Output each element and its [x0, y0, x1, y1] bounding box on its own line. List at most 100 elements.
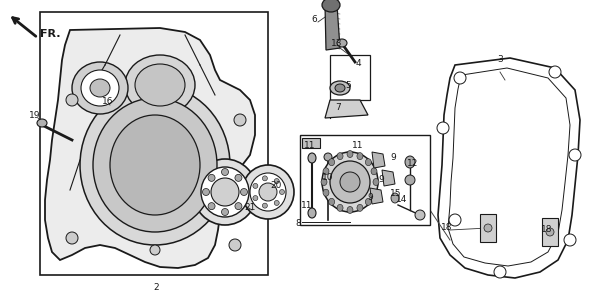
Ellipse shape [125, 55, 195, 115]
Ellipse shape [373, 178, 379, 185]
Ellipse shape [357, 204, 363, 211]
Ellipse shape [274, 200, 279, 206]
Text: 11: 11 [301, 201, 313, 210]
Text: 6: 6 [311, 15, 317, 24]
Ellipse shape [437, 122, 449, 134]
Ellipse shape [371, 168, 377, 175]
Ellipse shape [549, 66, 561, 78]
Ellipse shape [242, 165, 294, 219]
Ellipse shape [229, 239, 241, 251]
Ellipse shape [357, 153, 363, 160]
Ellipse shape [235, 203, 242, 209]
Ellipse shape [253, 196, 258, 200]
Ellipse shape [449, 214, 461, 226]
Ellipse shape [221, 169, 228, 175]
Ellipse shape [66, 232, 78, 244]
Text: 9: 9 [390, 154, 396, 163]
Ellipse shape [330, 161, 370, 203]
Text: 16: 16 [102, 98, 114, 107]
Ellipse shape [324, 153, 332, 161]
Ellipse shape [365, 198, 371, 205]
Text: 9: 9 [367, 193, 373, 201]
Ellipse shape [329, 198, 335, 205]
Ellipse shape [208, 174, 215, 182]
Ellipse shape [337, 39, 347, 47]
Ellipse shape [259, 183, 277, 201]
Ellipse shape [193, 159, 257, 225]
Polygon shape [382, 170, 395, 186]
Text: 15: 15 [390, 188, 402, 197]
Polygon shape [372, 152, 385, 168]
Text: 2: 2 [153, 284, 159, 293]
Text: 5: 5 [345, 82, 351, 91]
Ellipse shape [274, 178, 279, 184]
Text: 4: 4 [355, 60, 361, 69]
Polygon shape [325, 100, 368, 118]
Ellipse shape [90, 79, 110, 97]
Text: 21: 21 [244, 203, 255, 212]
Ellipse shape [250, 173, 286, 211]
Ellipse shape [234, 114, 246, 126]
Ellipse shape [72, 62, 128, 114]
Polygon shape [302, 138, 320, 148]
Polygon shape [480, 214, 496, 242]
Polygon shape [438, 58, 580, 278]
Ellipse shape [322, 152, 378, 212]
Text: 9: 9 [378, 175, 384, 185]
Text: 19: 19 [30, 110, 41, 119]
Text: 18: 18 [441, 224, 453, 232]
Ellipse shape [335, 84, 345, 92]
Polygon shape [300, 135, 430, 225]
Ellipse shape [454, 72, 466, 84]
Text: 18: 18 [541, 225, 553, 234]
Ellipse shape [564, 234, 576, 246]
Ellipse shape [569, 149, 581, 161]
Ellipse shape [81, 70, 119, 106]
Ellipse shape [263, 176, 267, 181]
Ellipse shape [135, 64, 185, 106]
Ellipse shape [110, 115, 200, 215]
Text: 3: 3 [497, 55, 503, 64]
Ellipse shape [202, 188, 209, 196]
Ellipse shape [330, 81, 350, 95]
Ellipse shape [546, 228, 554, 236]
Ellipse shape [340, 172, 360, 192]
Ellipse shape [323, 168, 329, 175]
Ellipse shape [235, 174, 242, 182]
Ellipse shape [208, 203, 215, 209]
Text: 12: 12 [407, 159, 419, 167]
Text: 14: 14 [396, 196, 408, 204]
Ellipse shape [322, 0, 340, 12]
Ellipse shape [391, 193, 399, 203]
Ellipse shape [263, 203, 267, 208]
Polygon shape [370, 188, 383, 204]
Ellipse shape [321, 178, 327, 185]
Text: 8: 8 [295, 219, 301, 228]
Polygon shape [542, 218, 558, 246]
Ellipse shape [241, 188, 247, 196]
Ellipse shape [347, 150, 353, 157]
Text: FR.: FR. [40, 29, 61, 39]
Polygon shape [325, 5, 340, 50]
Ellipse shape [405, 175, 415, 185]
Polygon shape [330, 55, 370, 100]
Ellipse shape [494, 266, 506, 278]
Ellipse shape [150, 245, 160, 255]
Ellipse shape [253, 183, 258, 188]
Ellipse shape [347, 206, 353, 213]
Ellipse shape [93, 98, 217, 232]
Text: 11: 11 [352, 141, 364, 150]
Ellipse shape [337, 204, 343, 211]
Ellipse shape [201, 167, 249, 217]
Text: 11: 11 [304, 141, 316, 150]
Ellipse shape [415, 210, 425, 220]
Ellipse shape [37, 119, 47, 127]
Polygon shape [45, 28, 255, 268]
Ellipse shape [280, 190, 284, 194]
Ellipse shape [80, 85, 230, 245]
Ellipse shape [371, 189, 377, 196]
Ellipse shape [211, 178, 239, 206]
Text: 13: 13 [331, 39, 343, 48]
Ellipse shape [405, 156, 415, 168]
Text: 10: 10 [322, 172, 334, 182]
